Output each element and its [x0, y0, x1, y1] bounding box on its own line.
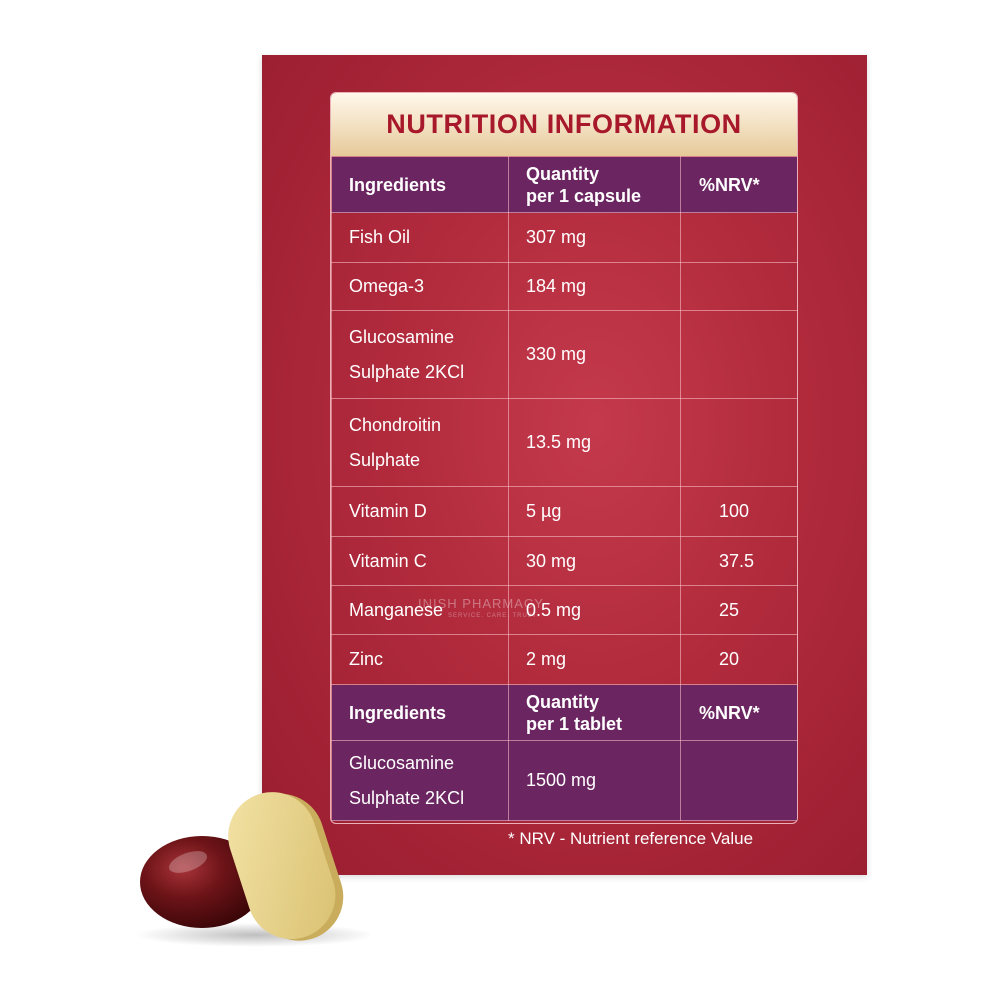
nrv-cell	[680, 740, 797, 821]
ingredient-cell: Glucosamine Sulphate 2KCl	[331, 310, 509, 399]
table-row: Chondroitin Sulphate 13.5 mg	[331, 398, 797, 487]
ingredient-line: Chondroitin	[349, 414, 442, 435]
ingredient-cell: Vitamin C	[331, 536, 509, 586]
capsule-pill	[140, 836, 264, 928]
header-quantity-line1: Quantity	[526, 691, 600, 712]
ingredient-line: Omega-3	[349, 276, 425, 296]
ingredient-line: Sulphate 2KCl	[349, 361, 465, 382]
ingredient-cell: Omega-3	[331, 262, 509, 311]
tablet-pill	[228, 792, 344, 941]
watermark-name: INISH PHARMACY	[418, 596, 544, 611]
quantity-cell: 1500 mg	[508, 740, 681, 821]
ingredient-line: Glucosamine	[349, 752, 455, 773]
quantity-cell: 2 mg	[508, 634, 681, 685]
header-quantity-line1: Quantity	[526, 163, 600, 184]
table-row: Vitamin C 30 mg 37.5	[331, 536, 797, 586]
nrv-cell: 20	[680, 634, 797, 685]
quantity-cell: 307 mg	[508, 212, 681, 263]
nrv-cell	[680, 262, 797, 311]
nutrition-title: NUTRITION INFORMATION	[386, 109, 742, 139]
header-ingredients: Ingredients	[331, 684, 509, 741]
header-ingredients: Ingredients	[331, 156, 509, 213]
header-quantity-line2: per 1 capsule	[526, 185, 642, 206]
ingredient-line: Zinc	[349, 649, 384, 669]
nrv-cell	[680, 310, 797, 399]
nrv-cell	[680, 212, 797, 263]
ingredient-line: Sulphate	[349, 449, 421, 470]
ingredient-line: Manganese	[349, 599, 444, 620]
nrv-cell	[680, 398, 797, 487]
ingredient-line: Vitamin C	[349, 550, 427, 571]
ingredient-cell: Vitamin D	[331, 486, 509, 537]
table-row: Glucosamine Sulphate 2KCl 1500 mg	[331, 740, 797, 821]
header-quantity: Quantity per 1 capsule	[508, 156, 681, 213]
quantity-cell: 0.5 mg	[508, 585, 681, 635]
watermark-tagline: SERVICE. CARE. TRUST.	[448, 613, 540, 619]
ingredient-line: Sulphate 2KCl	[349, 787, 465, 808]
header-quantity: Quantity per 1 tablet	[508, 684, 681, 741]
table-row: Zinc 2 mg 20	[331, 634, 797, 685]
nrv-cell: 37.5	[680, 536, 797, 586]
nrv-cell: 25	[680, 585, 797, 635]
nutrition-panel: NUTRITION INFORMATION Ingredients Quanti…	[330, 92, 798, 824]
ingredient-cell: Zinc	[331, 634, 509, 685]
quantity-cell: 13.5 mg	[508, 398, 681, 487]
header-nrv: %NRV*	[680, 684, 797, 741]
ingredient-line: Vitamin D	[349, 501, 427, 521]
capsule-header-row: Ingredients Quantity per 1 capsule %NRV*	[331, 156, 797, 213]
nrv-cell: 100	[680, 486, 797, 537]
header-quantity-line2: per 1 tablet	[526, 713, 623, 734]
quantity-cell: 30 mg	[508, 536, 681, 586]
ingredient-cell: Glucosamine Sulphate 2KCl	[331, 740, 509, 821]
table-row: Omega-3 184 mg	[331, 262, 797, 311]
ingredient-line: Fish Oil	[349, 227, 411, 247]
table-row: Glucosamine Sulphate 2KCl 330 mg	[331, 310, 797, 399]
quantity-cell: 184 mg	[508, 262, 681, 311]
ingredient-line: Glucosamine	[349, 326, 455, 347]
capsule-highlight	[168, 851, 208, 873]
table-row: Vitamin D 5 µg 100	[331, 486, 797, 537]
supplement-pills	[135, 792, 370, 947]
table-row: Manganese 0.5 mg 25	[331, 585, 797, 635]
header-nrv: %NRV*	[680, 156, 797, 213]
quantity-cell: 330 mg	[508, 310, 681, 399]
ingredient-cell: Fish Oil	[331, 212, 509, 263]
ingredient-cell: Chondroitin Sulphate	[331, 398, 509, 487]
pill-shadow	[135, 923, 370, 947]
quantity-cell: 5 µg	[508, 486, 681, 537]
watermark: INISH PHARMACY SERVICE. CARE. TRUST.	[418, 596, 544, 622]
table-row: Fish Oil 307 mg	[331, 212, 797, 263]
tablet-header-row: Ingredients Quantity per 1 tablet %NRV*	[331, 684, 797, 741]
ingredient-cell: Manganese	[331, 585, 509, 635]
title-band: NUTRITION INFORMATION	[331, 93, 797, 156]
nutrition-table: Ingredients Quantity per 1 capsule %NRV*…	[331, 156, 797, 821]
nrv-footnote: * NRV - Nutrient reference Value	[508, 829, 754, 848]
